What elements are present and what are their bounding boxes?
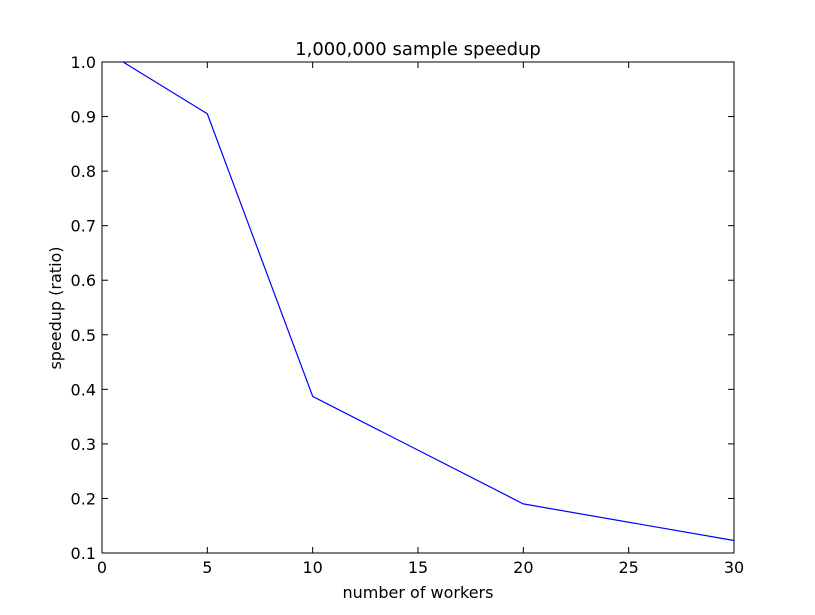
x-tick-label: 25 bbox=[618, 558, 638, 577]
y-axis-ticks: 0.1 0.2 0.3 0.4 0.5 0.6 0.7 0.8 0.9 1.0 bbox=[71, 53, 734, 563]
series-layer bbox=[122, 61, 735, 542]
series-line bbox=[122, 61, 735, 542]
y-tick-label: 0.9 bbox=[71, 108, 96, 127]
y-axis-label: speedup (ratio) bbox=[46, 246, 65, 369]
y-tick-label: 0.8 bbox=[71, 162, 96, 181]
x-tick-label: 15 bbox=[408, 558, 428, 577]
x-tick-label: 10 bbox=[302, 558, 322, 577]
y-tick-label: 0.5 bbox=[71, 326, 96, 345]
y-tick-label: 0.6 bbox=[71, 271, 96, 290]
x-tick-label: 5 bbox=[202, 558, 212, 577]
y-tick-label: 0.7 bbox=[71, 217, 96, 236]
x-tick-label: 0 bbox=[97, 558, 107, 577]
x-axis-label: number of workers bbox=[343, 583, 494, 602]
y-tick-label: 0.4 bbox=[71, 380, 96, 399]
x-tick-label: 30 bbox=[724, 558, 744, 577]
plot-frame bbox=[101, 61, 735, 554]
y-tick-label: 0.3 bbox=[71, 435, 96, 454]
y-tick-label: 0.2 bbox=[71, 489, 96, 508]
y-tick-label: 1.0 bbox=[71, 53, 96, 72]
chart-title: 1,000,000 sample speedup bbox=[295, 39, 541, 60]
x-tick-label: 20 bbox=[513, 558, 533, 577]
y-tick-label: 0.1 bbox=[71, 544, 96, 563]
x-axis-ticks: 0 5 10 15 20 25 30 bbox=[97, 62, 744, 577]
